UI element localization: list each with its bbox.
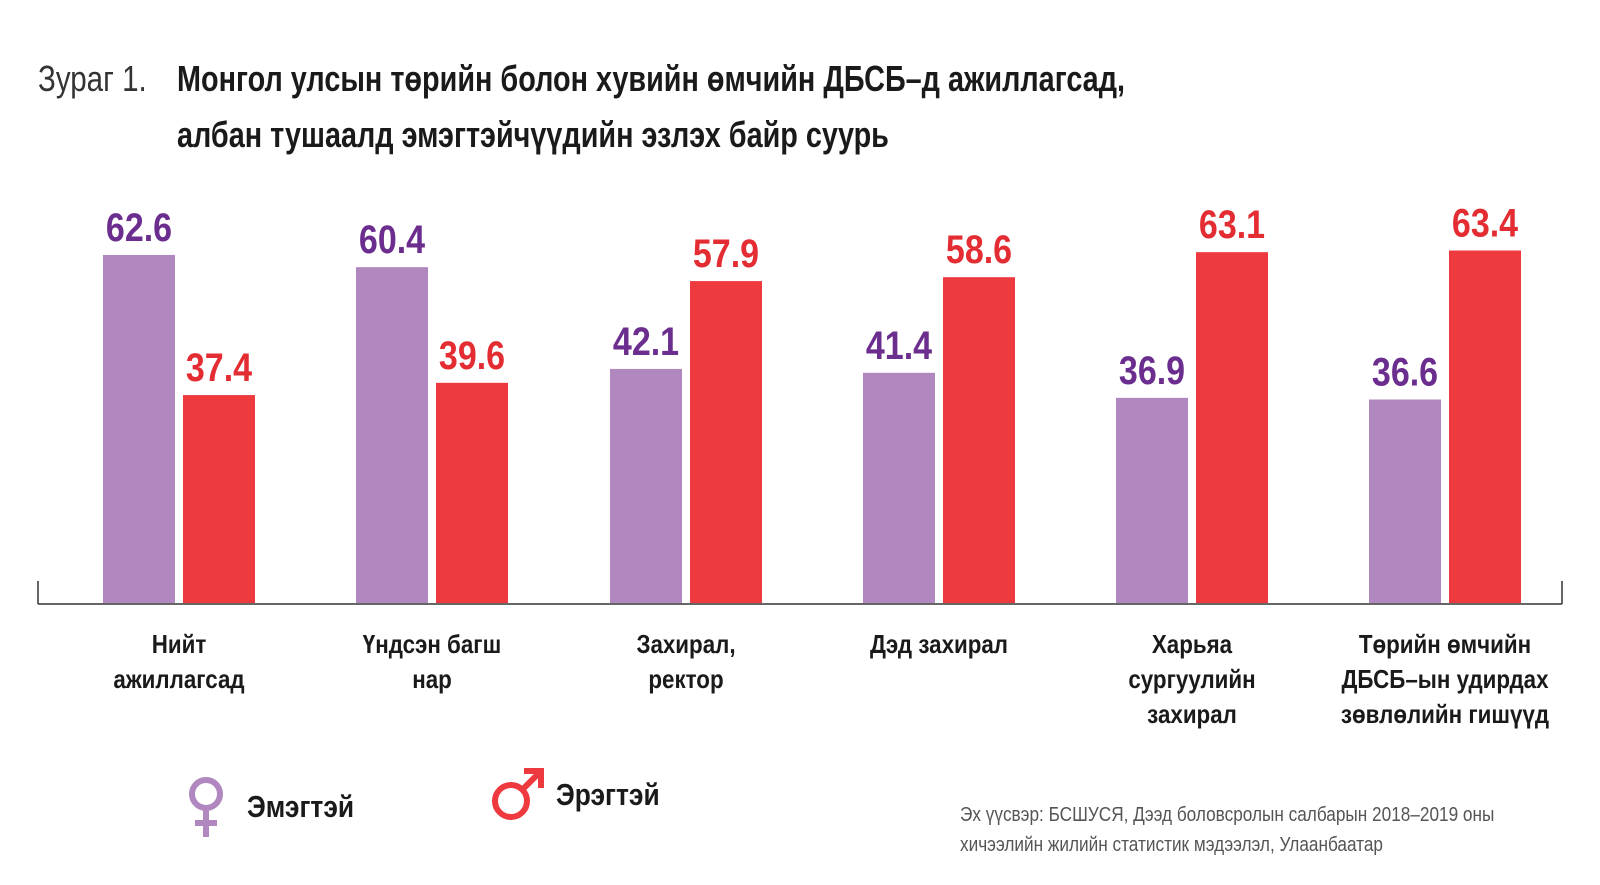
category-label-5-line-2: зөвлөлийн гишүүд	[1341, 700, 1549, 729]
bar-male-5	[1449, 250, 1521, 603]
legend-label-female: Эмэгтэй	[247, 789, 355, 824]
legend-item-female: Эмэгтэй	[185, 775, 373, 839]
data-label-male-5: 63.4	[1452, 200, 1518, 245]
source-line-2: хичээлийн жилийн статистик мэдээлэл, Ула…	[960, 834, 1383, 856]
figure-number: Зураг 1.	[38, 58, 147, 99]
legend-label-male: Эрэгтэй	[556, 777, 660, 812]
bar-female-2	[610, 368, 682, 603]
bar-male-3	[943, 277, 1015, 603]
data-label-male-4: 63.1	[1199, 202, 1265, 247]
category-label-5-line-1: ДБСБ–ын удирдах	[1341, 665, 1549, 694]
data-label-female-5: 36.6	[1372, 349, 1438, 394]
source-note: Эх үүсвэр: БСШУСЯ, Дээд боловсролын салб…	[960, 800, 1580, 860]
bar-female-5	[1369, 399, 1441, 603]
bar-male-2	[690, 281, 762, 603]
category-label-5-line-0: Төрийн өмчийн	[1359, 630, 1531, 659]
bar-chart: 62.6 37.4 Нийт ажиллагсад 60.4 39.6 Үндсэн баг…	[37, 200, 1563, 729]
bar-male-4	[1196, 252, 1268, 603]
category-label-0-line-0: Нийт	[152, 630, 207, 659]
category-label-0-line-1: ажиллагсад	[113, 665, 244, 694]
legend-item-male: Эрэгтэй	[488, 765, 678, 825]
data-label-male-0: 37.4	[186, 344, 252, 389]
category-label-2-line-1: ректор	[648, 665, 723, 694]
category-label-2-line-0: Захирал,	[636, 630, 735, 659]
venus-icon	[189, 777, 223, 837]
data-label-female-3: 41.4	[866, 322, 932, 367]
category-label-4-line-2: захирал	[1147, 700, 1237, 729]
chart-title-line-2: албан тушаалд эмэгтэйчүүдийн эзлэх байр …	[177, 114, 889, 155]
data-label-male-1: 39.6	[439, 332, 505, 377]
bar-female-4	[1116, 397, 1188, 603]
category-label-1-line-1: нар	[412, 665, 452, 694]
source-line-1: Эх үүсвэр: БСШУСЯ, Дээд боловсролын салб…	[960, 804, 1495, 826]
category-label-3-line-0: Дэд захирал	[870, 630, 1008, 659]
bar-female-1	[356, 267, 428, 603]
mars-icon	[492, 768, 544, 820]
data-label-female-0: 62.6	[106, 204, 172, 249]
bar-female-3	[863, 372, 935, 603]
data-label-female-2: 42.1	[613, 318, 679, 363]
data-label-female-4: 36.9	[1119, 347, 1185, 392]
bar-male-0	[183, 395, 255, 603]
data-label-male-3: 58.6	[946, 227, 1012, 272]
chart-title-line-1: Монгол улсын төрийн болон хувийн өмчийн …	[177, 58, 1125, 99]
bar-male-1	[436, 382, 508, 603]
bar-female-0	[103, 254, 175, 603]
data-label-female-1: 60.4	[359, 217, 425, 262]
data-label-male-2: 57.9	[693, 230, 759, 275]
category-label-4-line-1: сургуулийн	[1128, 665, 1255, 694]
category-label-4-line-0: Харьяа	[1152, 630, 1233, 659]
category-label-1-line-0: Үндсэн багш	[363, 630, 501, 659]
